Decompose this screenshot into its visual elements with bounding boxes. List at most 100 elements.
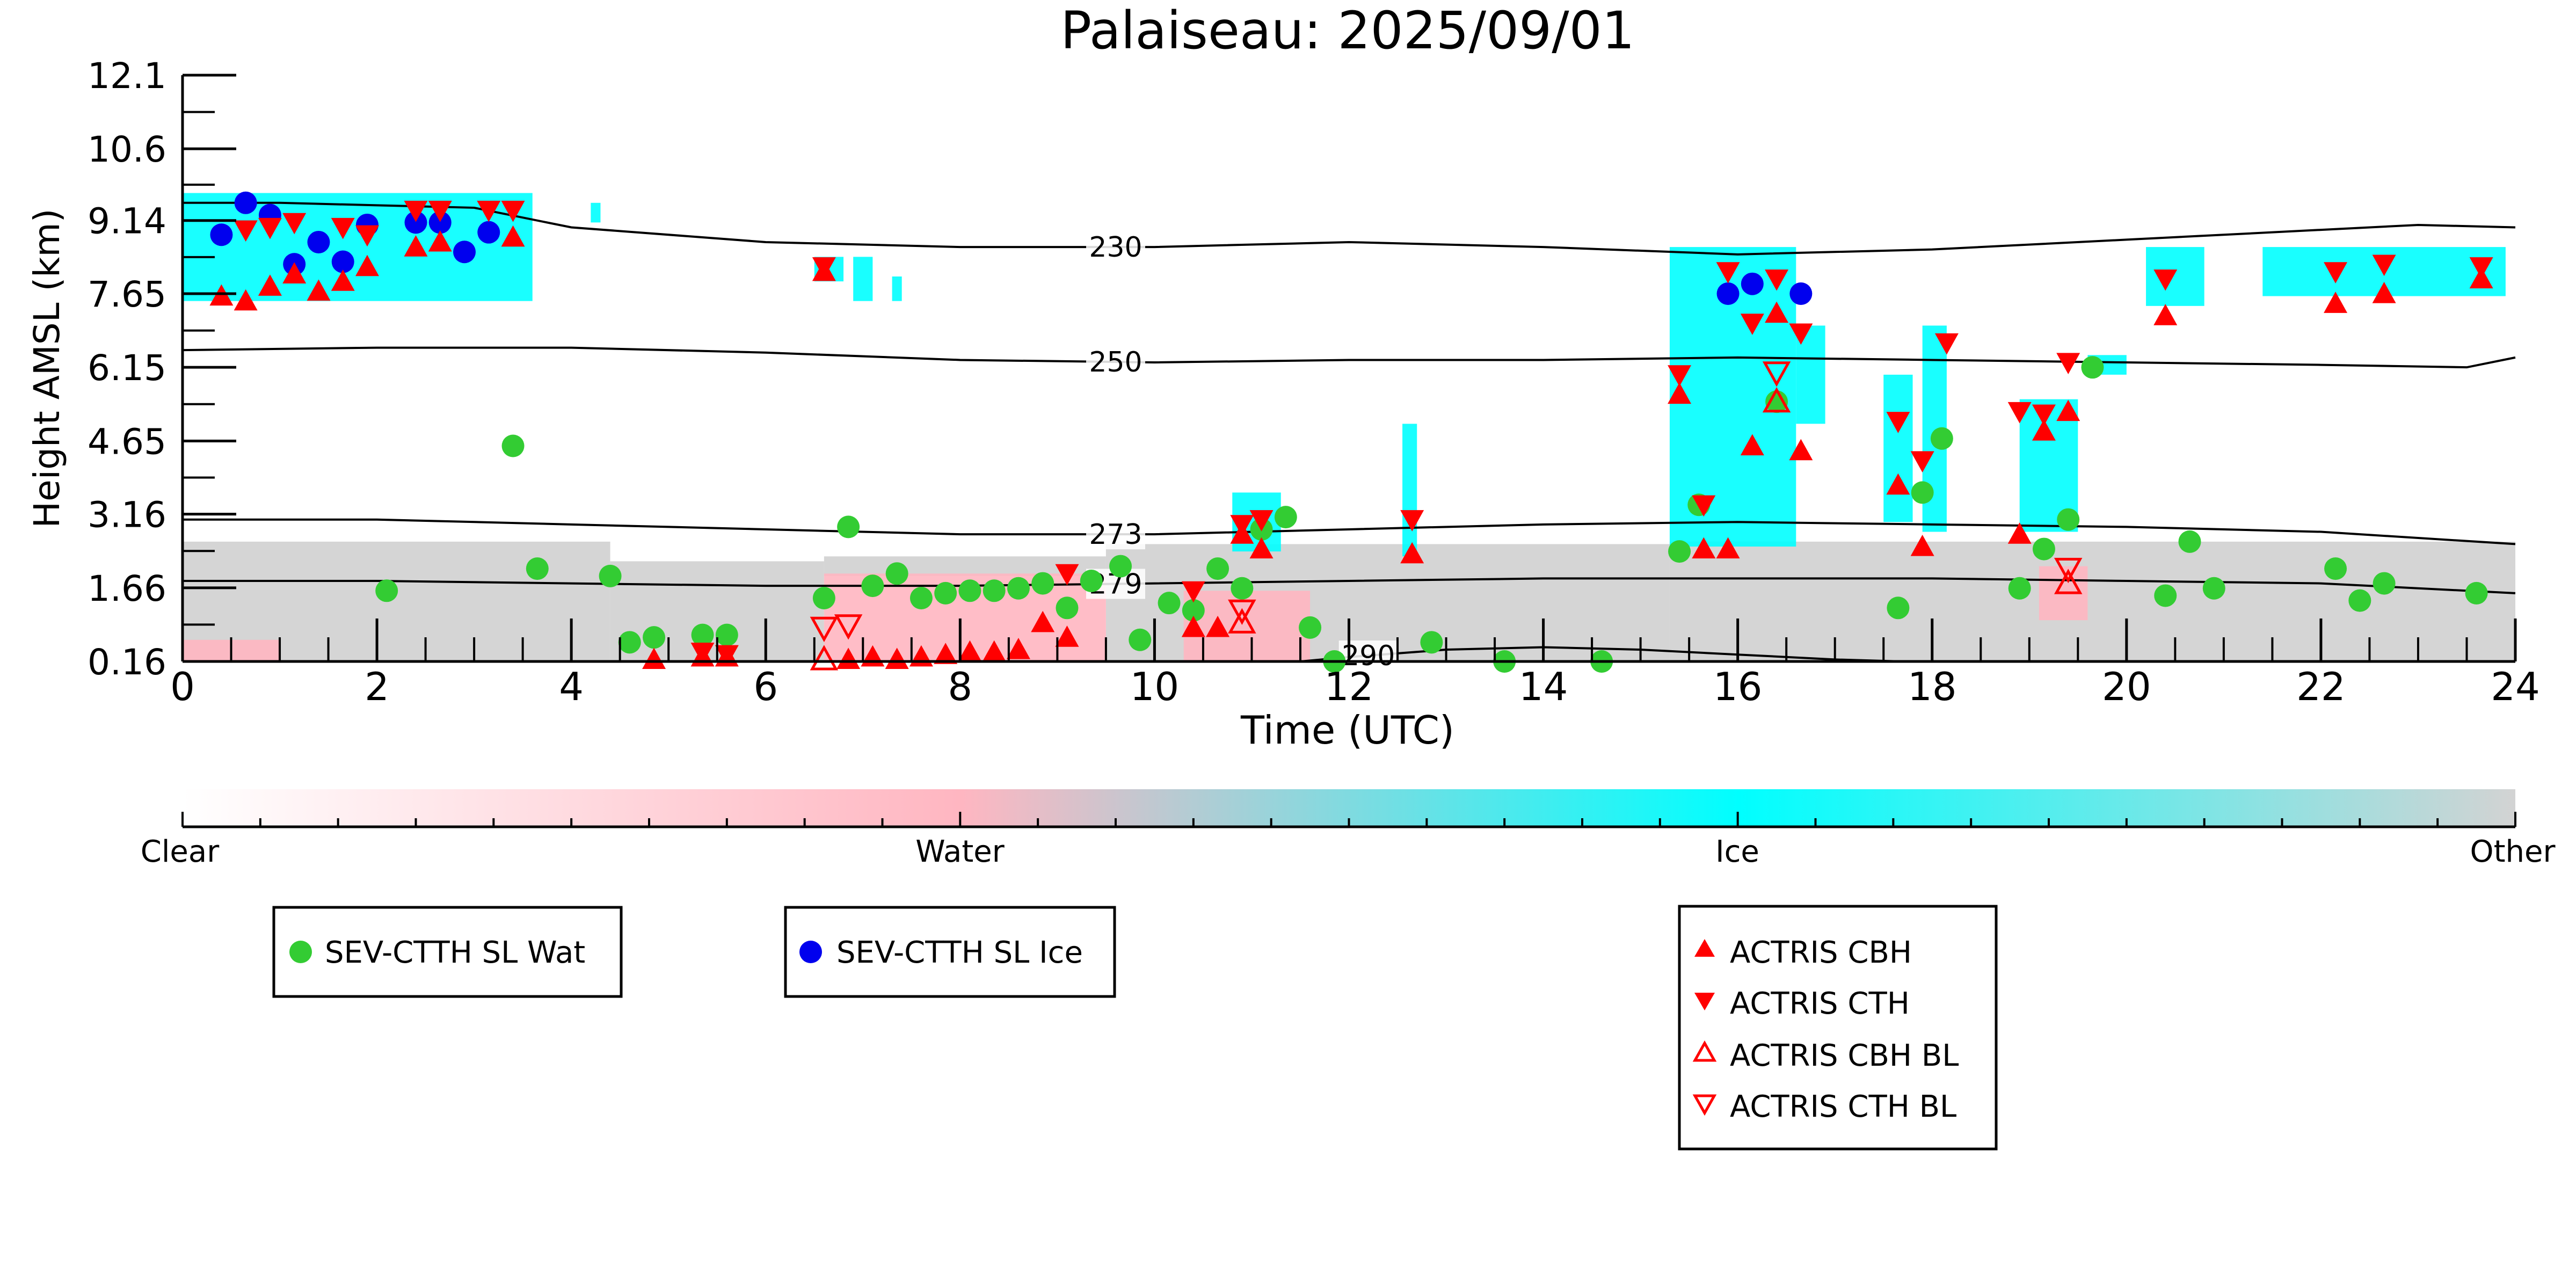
cloud-ice-region [591, 202, 601, 223]
x-tick-label: 20 [2102, 664, 2151, 709]
y-tick-label: 6.15 [88, 347, 166, 389]
isotherm-label-bg [1086, 347, 1145, 377]
marker-triangle-up [1716, 537, 1740, 559]
marker-triangle-down [1181, 581, 1205, 603]
marker-circle [1299, 616, 1322, 639]
marker-circle [1716, 282, 1740, 305]
marker-triangle-down [1668, 365, 1692, 387]
marker-circle [428, 211, 452, 234]
marker-circle [1789, 282, 1813, 305]
legend-green-circle-icon [289, 941, 312, 963]
marker-circle [983, 579, 1006, 602]
marker-circle [1080, 570, 1103, 593]
marker-circle [618, 631, 641, 654]
marker-circle [2008, 577, 2031, 600]
marker-triangle-up [307, 279, 331, 301]
marker-circle [1668, 540, 1691, 563]
marker-triangle-down [1765, 269, 1789, 291]
marker-triangle-up [234, 289, 258, 311]
x-tick-label: 4 [559, 664, 584, 709]
chart-title: Palaiseau: 2025/09/01 [1060, 1, 1635, 61]
marker-triangle-down [234, 220, 258, 242]
marker-triangle-down-open [810, 616, 839, 643]
y-tick-label: 4.65 [88, 421, 166, 462]
marker-circle [2154, 584, 2177, 607]
x-tick-label: 14 [1519, 664, 1568, 709]
marker-triangle-up [2007, 522, 2032, 544]
marker-triangle-up [1400, 542, 1424, 564]
x-tick-label: 8 [948, 664, 972, 709]
isotherm-label-bg [1086, 519, 1145, 550]
marker-circle [1056, 596, 1079, 620]
marker-triangle-up [1206, 615, 1230, 637]
marker-triangle-up [836, 647, 861, 669]
legend-blue-circle-icon [799, 941, 822, 963]
marker-triangle-down [2324, 262, 2348, 283]
marker-triangle-down [1230, 515, 1254, 536]
marker-circle [861, 574, 884, 598]
cloud-other-region [1669, 541, 2515, 661]
marker-circle [2324, 557, 2347, 580]
marker-circle [958, 579, 981, 602]
legend-triangle-up-icon [1694, 939, 1715, 957]
marker-circle [1911, 481, 1934, 504]
marker-triangle-down [2153, 269, 2178, 291]
marker-circle [1158, 592, 1181, 615]
marker-triangle-down [1789, 323, 1813, 345]
marker-circle [210, 223, 233, 246]
marker-circle [331, 250, 354, 273]
marker-triangle-down [1886, 412, 1910, 433]
marker-circle [934, 581, 957, 605]
cloud-ice-region [2146, 247, 2204, 306]
marker-triangle-up [1181, 615, 1205, 637]
marker-triangle-down-open [2054, 558, 2083, 584]
marker-circle [1182, 599, 1205, 622]
marker-triangle-up [1006, 638, 1030, 659]
marker-triangle-down [1910, 451, 1934, 472]
marker-circle [599, 564, 622, 587]
legend-sev-water: SEV-CTTH SL Wat [272, 906, 623, 998]
marker-triangle-up [982, 640, 1006, 662]
x-tick-label: 6 [753, 664, 778, 709]
marker-circle [477, 221, 500, 244]
y-tick-label: 10.6 [88, 129, 166, 170]
marker-triangle-up-open [2054, 569, 2083, 594]
marker-circle [375, 579, 398, 602]
marker-circle [1887, 596, 1910, 620]
marker-triangle-up [1031, 610, 1055, 632]
marker-triangle-down [2056, 353, 2080, 375]
marker-triangle-up [1668, 382, 1692, 404]
marker-triangle-down [2372, 254, 2396, 276]
marker-circle [404, 211, 427, 234]
marker-triangle-up [1055, 625, 1079, 647]
marker-circle [453, 241, 476, 264]
marker-triangle-down [331, 217, 355, 239]
isotherm-label-250: 250 [1089, 346, 1142, 379]
marker-circle [1741, 272, 1764, 295]
colorbar: Clear Water Ice Other [141, 789, 2556, 869]
legend-sev-ice: SEV-CTTH SL Ice [784, 906, 1116, 998]
marker-circle [2348, 589, 2371, 612]
x-tick-label: 10 [1130, 664, 1180, 709]
marker-triangle-up [1765, 301, 1789, 323]
marker-circle [1274, 506, 1297, 529]
marker-circle [1031, 572, 1054, 595]
marker-triangle-up [428, 230, 452, 252]
marker-circle [234, 191, 257, 214]
legend-label-cth-bl: ACTRIS CTH BL [1730, 1089, 1956, 1124]
marker-circle [1206, 557, 1229, 580]
marker-triangle-up [885, 647, 909, 669]
marker-triangle-up [1692, 537, 1716, 559]
marker-triangle-up [2153, 304, 2178, 325]
marker-triangle-down [2032, 404, 2056, 426]
marker-triangle-down [812, 257, 836, 279]
marker-circle [2202, 577, 2225, 600]
marker-triangle-down [1740, 314, 1764, 335]
marker-triangle-down [404, 200, 428, 222]
isotherm-line-273 [183, 518, 2516, 545]
marker-circle [691, 623, 714, 646]
marker-circle [1231, 577, 1254, 600]
marker-circle [2032, 537, 2055, 561]
marker-circle [2373, 572, 2396, 595]
